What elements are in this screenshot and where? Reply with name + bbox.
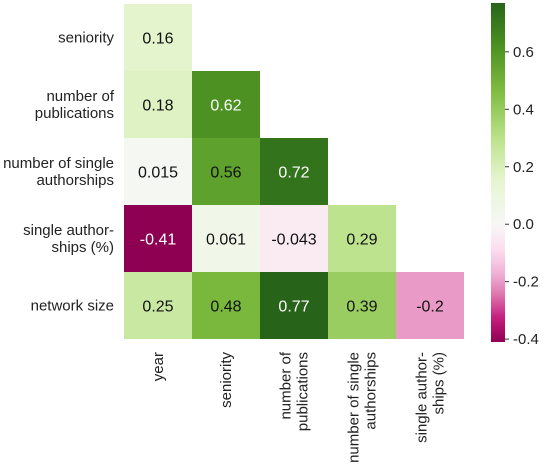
heatmap-cell xyxy=(192,138,260,205)
heatmap-cell xyxy=(328,272,396,339)
cell-value-label: 0.16 xyxy=(142,31,173,48)
cell-value-label: 0.56 xyxy=(210,165,241,182)
cell-value-label: 0.061 xyxy=(206,232,246,249)
heatmap-cell xyxy=(260,138,328,205)
cell-value-label: 0.25 xyxy=(142,299,173,316)
y-axis-labels: seniority number of publications number of … xyxy=(3,30,115,315)
cell-value-label: 0.18 xyxy=(142,98,173,115)
cell-value-label: 0.39 xyxy=(346,299,377,316)
heatmap-cell xyxy=(124,205,192,272)
cell-value-label: 0.015 xyxy=(138,165,178,182)
colorbar-tick-label: -0.2 xyxy=(513,274,539,291)
heatmap-cell xyxy=(260,205,328,272)
colorbar-tick-label: 0.6 xyxy=(513,44,534,61)
cell-value-label: -0.043 xyxy=(271,232,316,249)
heatmap-cell xyxy=(192,205,260,272)
colorbar-tick-label: 0.2 xyxy=(513,159,534,176)
cell-value-label: -0.41 xyxy=(140,232,177,249)
y-tick-label: single author-ships (%) xyxy=(23,222,114,256)
heatmap-cell xyxy=(260,272,328,339)
colorbar: -0.4 -0.2 0.0 0.2 0.4 0.6 xyxy=(491,3,539,348)
x-tick-label: single author-ships (%) xyxy=(414,352,448,443)
heatmap-cell xyxy=(192,71,260,138)
cell-value-label: 0.48 xyxy=(210,299,241,316)
x-tick-label: seniority xyxy=(218,352,235,408)
x-tick-label: year xyxy=(150,352,167,381)
heatmap-cell xyxy=(396,272,464,339)
heatmap-cell xyxy=(124,138,192,205)
cell-value-label: 0.62 xyxy=(210,98,241,115)
y-tick-label: network size xyxy=(31,298,114,315)
y-tick-label: seniority xyxy=(58,30,114,47)
colorbar-tick-label: 0.0 xyxy=(513,216,534,233)
x-tick-label: number ofpublications xyxy=(278,351,312,431)
heatmap-cell xyxy=(192,272,260,339)
colorbar-tick-label: -0.4 xyxy=(513,331,539,348)
colorbar-tick-label: 0.4 xyxy=(513,101,534,118)
heatmap-cell xyxy=(124,4,192,71)
cell-value-label: 0.29 xyxy=(346,232,377,249)
cell-value-label: 0.77 xyxy=(278,299,309,316)
heatmap-cells: 0.16 0.18 0.62 0.015 0.56 0.72 -0.41 0.061 -0.04… xyxy=(124,4,464,339)
y-tick-label: number of single authorships xyxy=(3,155,114,189)
heatmap-cell xyxy=(328,205,396,272)
x-tick-label: number of singleauthorships xyxy=(346,352,380,463)
x-axis-labels: year seniority number ofpublications number… xyxy=(150,351,448,463)
heatmap-cell xyxy=(124,272,192,339)
cell-value-label: -0.2 xyxy=(416,299,444,316)
y-tick-label: number of publications xyxy=(35,88,115,122)
cell-value-label: 0.72 xyxy=(278,165,309,182)
heatmap-cell xyxy=(124,71,192,138)
colorbar-bar xyxy=(491,3,505,342)
